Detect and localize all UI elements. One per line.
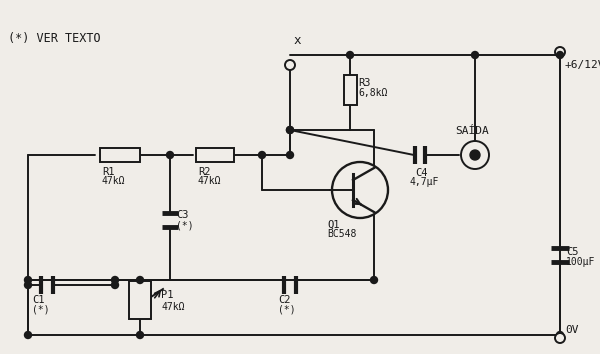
Circle shape bbox=[555, 333, 565, 343]
Text: +6/12V: +6/12V bbox=[565, 60, 600, 70]
Text: R1: R1 bbox=[102, 167, 115, 177]
Bar bbox=[343, 75, 356, 105]
Bar bbox=[129, 281, 151, 319]
Text: C3: C3 bbox=[176, 210, 188, 220]
Text: 4,7μF: 4,7μF bbox=[410, 177, 439, 187]
Circle shape bbox=[371, 276, 377, 284]
Text: 47kΩ: 47kΩ bbox=[102, 176, 125, 186]
Text: C4: C4 bbox=[415, 168, 427, 178]
Bar bbox=[100, 148, 140, 162]
Text: (*): (*) bbox=[278, 305, 296, 315]
Text: 47kΩ: 47kΩ bbox=[161, 302, 185, 312]
Circle shape bbox=[557, 51, 563, 58]
Text: x: x bbox=[294, 34, 302, 47]
Circle shape bbox=[25, 276, 32, 284]
Circle shape bbox=[259, 152, 265, 159]
Circle shape bbox=[332, 162, 388, 218]
Circle shape bbox=[167, 152, 173, 159]
Text: R3: R3 bbox=[358, 78, 371, 88]
Text: (*) VER TEXTO: (*) VER TEXTO bbox=[8, 32, 101, 45]
Circle shape bbox=[472, 51, 479, 58]
Text: SAÍDA: SAÍDA bbox=[455, 126, 489, 136]
Circle shape bbox=[347, 51, 353, 58]
Text: C1: C1 bbox=[32, 295, 44, 305]
Text: 100μF: 100μF bbox=[566, 257, 595, 267]
Circle shape bbox=[285, 60, 295, 70]
Text: 47kΩ: 47kΩ bbox=[198, 176, 221, 186]
Text: C5: C5 bbox=[566, 247, 578, 257]
Text: R2: R2 bbox=[198, 167, 211, 177]
Circle shape bbox=[137, 276, 143, 284]
Text: P1: P1 bbox=[161, 290, 173, 300]
Text: (*): (*) bbox=[176, 221, 194, 231]
Circle shape bbox=[25, 281, 32, 289]
Bar bbox=[196, 148, 234, 162]
Circle shape bbox=[25, 331, 32, 338]
Circle shape bbox=[112, 276, 119, 284]
Text: (*): (*) bbox=[32, 305, 50, 315]
Text: 6,8kΩ: 6,8kΩ bbox=[358, 88, 388, 98]
Circle shape bbox=[137, 331, 143, 338]
Text: C2: C2 bbox=[278, 295, 290, 305]
Circle shape bbox=[470, 150, 480, 160]
Circle shape bbox=[461, 141, 489, 169]
Circle shape bbox=[287, 126, 293, 133]
Text: Q1: Q1 bbox=[327, 220, 340, 230]
Text: BC548: BC548 bbox=[327, 229, 356, 239]
Circle shape bbox=[557, 331, 563, 338]
Circle shape bbox=[287, 126, 293, 133]
Circle shape bbox=[112, 281, 119, 289]
Text: 0V: 0V bbox=[565, 325, 578, 335]
Circle shape bbox=[287, 152, 293, 159]
Circle shape bbox=[555, 47, 565, 57]
